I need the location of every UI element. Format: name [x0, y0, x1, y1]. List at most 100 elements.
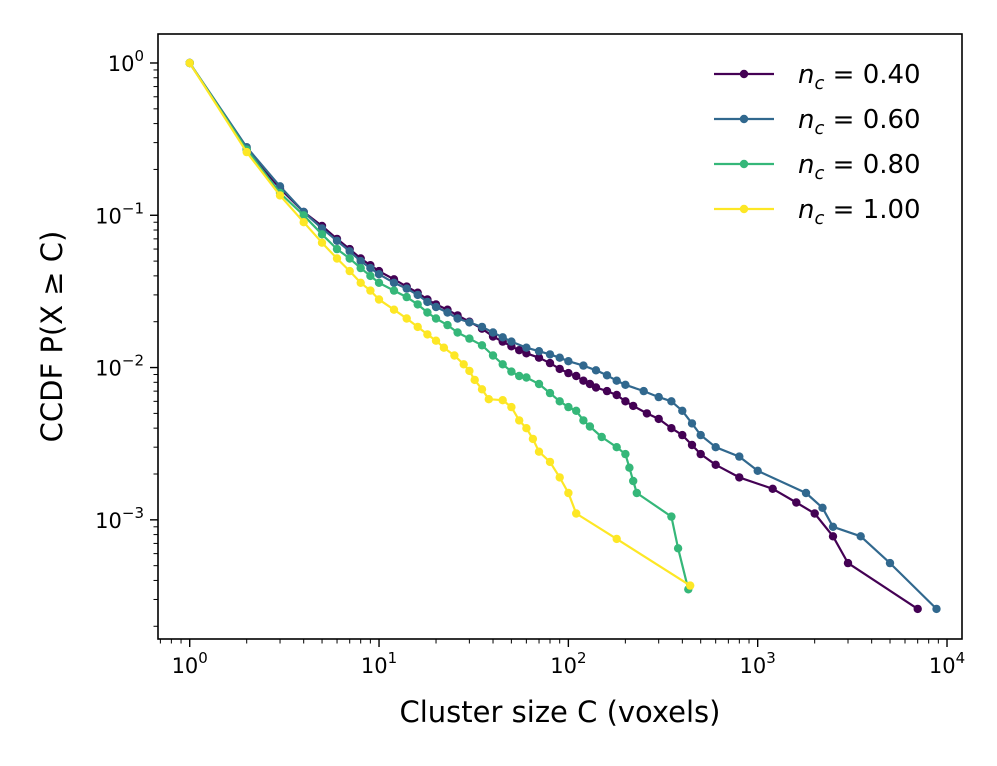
data-point	[332, 254, 342, 263]
x-tick-label: 102	[550, 649, 586, 678]
data-point	[667, 397, 676, 406]
data-point	[345, 266, 354, 276]
data-point	[356, 256, 365, 266]
y-tick-label: 10−3	[95, 504, 144, 533]
data-point	[621, 380, 630, 389]
x-axis-ticks: 100 101 102 103 104	[159, 639, 965, 678]
data-point	[932, 604, 941, 614]
series-line	[188, 62, 691, 587]
legend-marker	[739, 69, 749, 79]
data-point	[673, 544, 683, 553]
data-point	[639, 386, 648, 396]
data-point	[686, 581, 695, 590]
data-point	[356, 278, 365, 287]
data-point	[913, 604, 922, 614]
data-point	[402, 292, 411, 302]
data-point	[621, 449, 630, 459]
data-point	[534, 353, 544, 362]
series-layer	[185, 58, 941, 614]
data-point	[572, 371, 581, 381]
data-point	[602, 386, 612, 396]
data-point	[621, 397, 630, 406]
data-point	[591, 383, 601, 392]
data-point	[828, 522, 838, 531]
data-point	[443, 320, 452, 330]
data-point	[555, 397, 564, 406]
data-point	[810, 509, 819, 518]
data-point	[431, 314, 441, 323]
data-point	[545, 358, 555, 368]
data-point	[345, 247, 354, 256]
data-point	[735, 452, 744, 461]
legend-item: nc = 0.40	[714, 60, 921, 94]
x-axis-label: Cluster size C (voxels)	[400, 695, 721, 729]
y-axis-label: CCDF P(X ≥ C)	[35, 231, 69, 443]
data-point	[885, 558, 895, 568]
data-point	[465, 334, 474, 343]
data-point	[564, 402, 573, 412]
plot-area	[157, 33, 963, 640]
data-point	[597, 432, 606, 442]
legend-item: nc = 0.80	[714, 150, 921, 184]
data-point	[522, 343, 531, 352]
data-point	[642, 409, 652, 418]
data-point	[654, 392, 663, 402]
data-point	[585, 379, 595, 389]
data-point	[498, 396, 507, 405]
series-line	[188, 62, 919, 610]
data-point	[484, 395, 493, 404]
data-point	[678, 406, 687, 415]
data-point	[515, 346, 524, 355]
data-point	[275, 191, 285, 200]
data-point	[389, 286, 399, 295]
data-point	[591, 366, 601, 375]
data-point	[317, 230, 327, 239]
x-tick-label: 104	[929, 649, 965, 678]
data-point	[332, 244, 342, 254]
data-point	[667, 512, 676, 521]
data-point	[477, 385, 487, 394]
data-point	[545, 457, 555, 467]
data-point	[711, 460, 720, 469]
legend-label: nc = 0.60	[798, 105, 921, 139]
y-tick-label: 10−2	[95, 352, 144, 381]
data-point	[402, 314, 411, 323]
data-point	[185, 58, 194, 68]
legend: nc = 0.40 nc = 0.60 nc = 0.80 nc = 1.00	[714, 60, 921, 229]
data-point	[366, 263, 375, 273]
y-tick-label: 10−1	[95, 199, 144, 228]
x-tick-label: 103	[740, 649, 776, 678]
data-point	[522, 373, 531, 382]
data-point	[632, 488, 641, 498]
data-point	[431, 336, 441, 345]
data-point	[612, 443, 621, 452]
data-point	[534, 447, 544, 456]
data-point	[687, 419, 697, 428]
legend-label: nc = 1.00	[798, 195, 921, 229]
data-point	[465, 366, 474, 376]
data-point	[299, 211, 308, 220]
data-point	[602, 371, 612, 380]
data-point	[792, 498, 801, 507]
data-point	[345, 254, 354, 263]
series-3	[185, 58, 693, 594]
series-line	[188, 62, 690, 590]
data-point	[477, 341, 487, 350]
data-point	[564, 357, 573, 366]
data-point	[477, 322, 487, 332]
data-point	[753, 466, 762, 475]
data-point	[629, 476, 638, 486]
data-point	[317, 224, 327, 233]
data-point	[507, 337, 516, 346]
data-point	[423, 308, 432, 317]
data-point	[389, 278, 399, 287]
data-point	[654, 414, 663, 424]
data-point	[332, 236, 342, 245]
series-4	[185, 58, 695, 590]
legend-marker	[739, 114, 749, 124]
data-point	[423, 297, 432, 307]
data-point	[507, 367, 516, 376]
data-point	[389, 305, 399, 314]
data-point	[374, 295, 384, 304]
data-point	[564, 368, 573, 378]
